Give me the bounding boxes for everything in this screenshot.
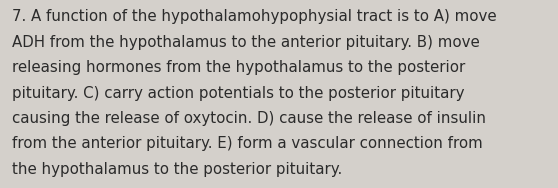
Text: releasing hormones from the hypothalamus to the posterior: releasing hormones from the hypothalamus… — [12, 60, 465, 75]
Text: ADH from the hypothalamus to the anterior pituitary. B) move: ADH from the hypothalamus to the anterio… — [12, 35, 480, 50]
Text: 7. A function of the hypothalamohypophysial tract is to A) move: 7. A function of the hypothalamohypophys… — [12, 9, 497, 24]
Text: from the anterior pituitary. E) form a vascular connection from: from the anterior pituitary. E) form a v… — [12, 136, 483, 151]
Text: pituitary. C) carry action potentials to the posterior pituitary: pituitary. C) carry action potentials to… — [12, 86, 465, 101]
Text: the hypothalamus to the posterior pituitary.: the hypothalamus to the posterior pituit… — [12, 162, 343, 177]
Text: causing the release of oxytocin. D) cause the release of insulin: causing the release of oxytocin. D) caus… — [12, 111, 486, 126]
